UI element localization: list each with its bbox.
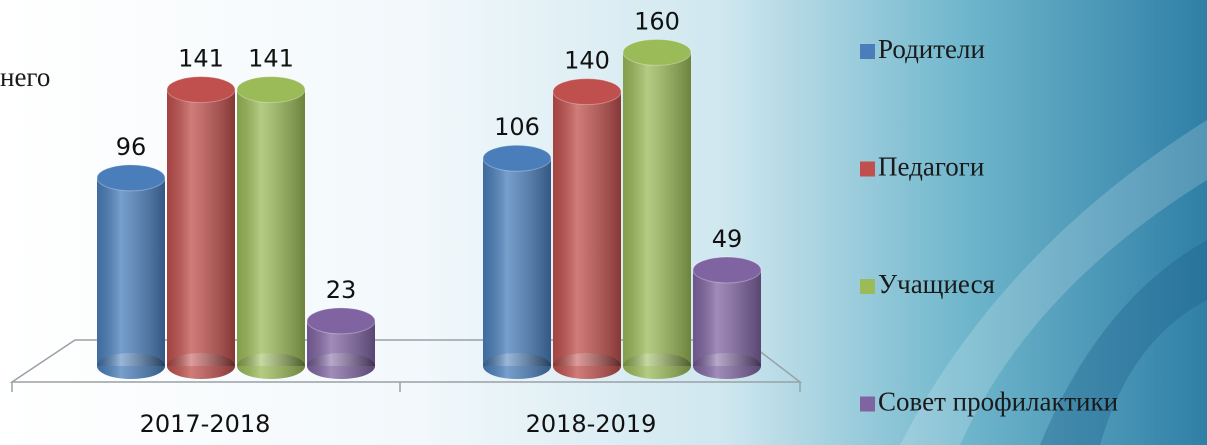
legend-label: Совет профилактики [878, 387, 1118, 417]
bar-shade-bottom [483, 353, 551, 379]
data-label: 160 [634, 7, 680, 35]
bar-top [96, 164, 166, 192]
decor [1040, 240, 1207, 445]
legend-swatch [860, 396, 875, 412]
x-tick-label: 2017-2018 [140, 410, 271, 438]
data-label: 141 [248, 45, 294, 73]
bar [236, 76, 306, 379]
data-label: 49 [712, 225, 743, 253]
bar-top [482, 144, 552, 172]
bar-top [236, 76, 306, 104]
bar [166, 76, 236, 379]
data-label: 96 [116, 133, 147, 161]
bar [96, 164, 166, 379]
bar-top [622, 38, 692, 66]
bar [622, 38, 692, 379]
bar-shade [623, 52, 691, 367]
bar-shade [483, 158, 551, 366]
bar-shade [693, 269, 761, 366]
bar-shade-bottom [97, 353, 165, 379]
bar-shade-bottom [307, 353, 375, 379]
bar-top [306, 307, 376, 335]
bar [552, 78, 622, 379]
data-label: 140 [564, 47, 610, 75]
data-label: 23 [326, 276, 357, 304]
bar-shade [167, 89, 235, 366]
legend-swatch [860, 279, 875, 294]
x-tick-label: 2018-2019 [526, 410, 657, 438]
bar-shade [97, 177, 165, 366]
data-label: 106 [494, 113, 540, 141]
annotation: него [0, 62, 50, 92]
bar-top [166, 76, 236, 104]
bar-top [552, 78, 622, 106]
bar-shade [237, 89, 305, 366]
bar-shade-bottom [623, 353, 691, 379]
decor [900, 120, 1207, 445]
bar [306, 307, 376, 379]
bar-shade-bottom [167, 353, 235, 379]
bar [692, 256, 762, 379]
legend-swatch [860, 161, 875, 177]
legend-swatch [860, 44, 875, 59]
legend-label: Родители [878, 34, 985, 64]
legend-label: Педагоги [878, 152, 984, 182]
bar-top [692, 256, 762, 284]
bar-shade-bottom [237, 353, 305, 379]
bar [482, 144, 552, 379]
bar-shade-bottom [553, 353, 621, 379]
bar-shade [553, 91, 621, 366]
data-label: 141 [178, 45, 224, 73]
legend-label: Учащиеся [878, 269, 995, 299]
bar-shade-bottom [693, 353, 761, 379]
